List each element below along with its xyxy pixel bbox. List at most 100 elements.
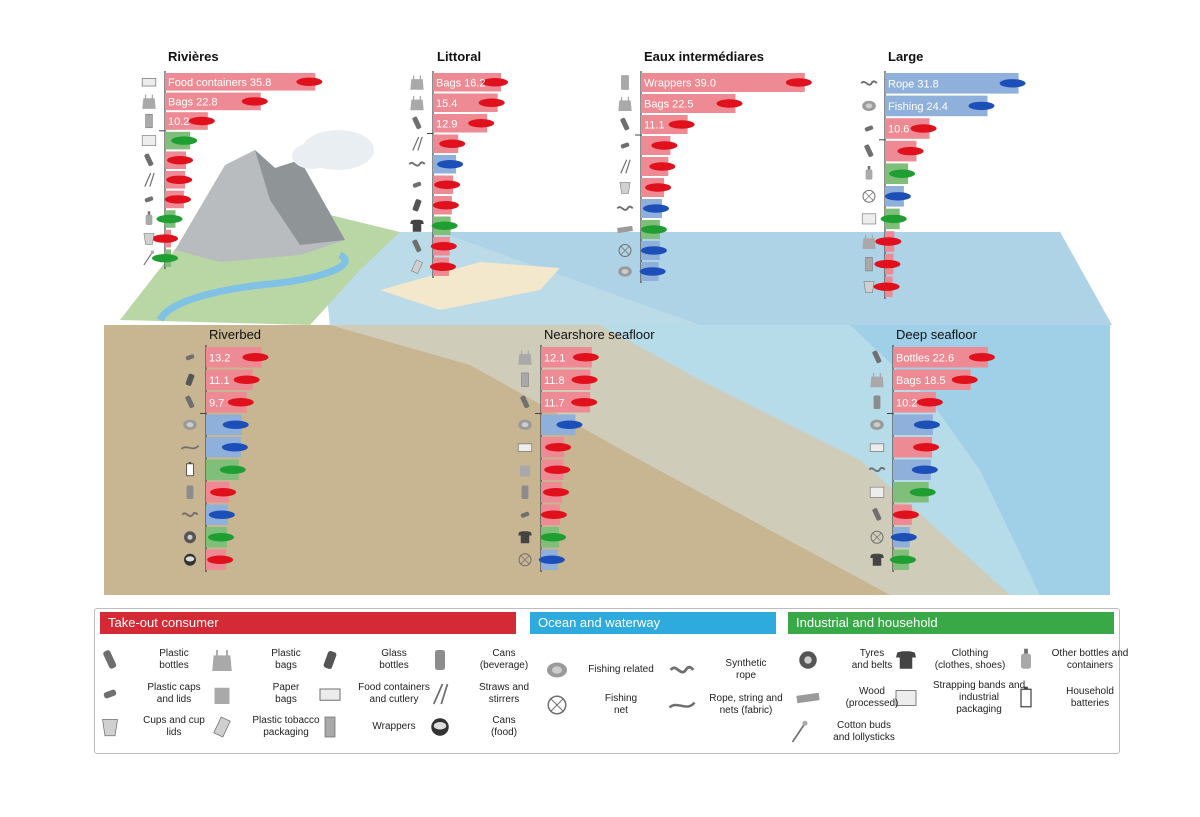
- can-beverage-icon: [873, 395, 881, 410]
- trend-arrow: [219, 465, 246, 474]
- clothing-icon: [410, 219, 424, 232]
- trend-arrow: [889, 555, 916, 564]
- bar-label: Wrappers 39.0: [644, 78, 716, 90]
- legend-item-synthetic-rope: Synthetic rope: [725, 658, 767, 681]
- wrapper-icon: [521, 372, 529, 387]
- bar: [433, 114, 488, 133]
- trend-arrow: [540, 510, 567, 519]
- panel: Deep seafloor Bottles 22.6 Bags 18.5 10.2: [868, 327, 995, 572]
- bar-label: 13.2: [209, 352, 230, 364]
- legend-category-ocean: Ocean and waterway: [530, 612, 776, 634]
- food-container-icon: [141, 78, 157, 87]
- synthetic-rope-icon: [408, 161, 426, 167]
- bar: [893, 347, 988, 368]
- legend-item-food-container: Food containers and cutlery: [358, 682, 430, 705]
- trend-arrow: [156, 214, 183, 224]
- trend-arrow: [571, 398, 598, 407]
- plastic-bottle-icon: [185, 395, 195, 409]
- panel-title: Nearshore seafloor: [544, 327, 655, 342]
- wrapper-icon: [865, 257, 873, 272]
- synthetic-rope-icon: [616, 205, 634, 211]
- panel-title: Riverbed: [209, 327, 261, 342]
- trend-arrow: [910, 124, 937, 133]
- bar: [893, 392, 936, 413]
- bar-label: Bags 22.8: [168, 96, 218, 108]
- trend-arrow: [434, 180, 461, 189]
- panels-layer: Rivières Food containers 35.8 Bags 22.8 10.…: [141, 49, 1026, 572]
- paper-bag-icon: [519, 465, 531, 477]
- fishing-net-icon: [618, 244, 632, 257]
- panel-title: Rivières: [168, 49, 219, 64]
- bar: [165, 73, 316, 91]
- synthetic-rope-icon: [860, 80, 878, 86]
- plastic-bag-icon: [870, 372, 884, 388]
- trend-arrow: [296, 77, 323, 87]
- can-beverage-icon: [186, 485, 194, 500]
- trend-arrow: [207, 555, 234, 564]
- can-beverage-icon: [521, 485, 529, 500]
- fishing-related-icon: [618, 266, 632, 277]
- trend-arrow: [431, 221, 458, 230]
- trend-arrow: [437, 160, 464, 169]
- trend-arrow: [640, 246, 667, 255]
- legend-item-wrapper: Wrappers: [372, 721, 416, 732]
- trend-arrow: [889, 169, 916, 178]
- other-bottle-icon: [145, 211, 153, 225]
- panel: Rivières Food containers 35.8 Bags 22.8 10.…: [141, 49, 323, 269]
- bar: [885, 73, 1019, 94]
- bar-label: Bags 18.5: [896, 375, 946, 387]
- fishing-related-icon: [183, 419, 197, 430]
- trend-arrow: [884, 192, 911, 201]
- trend-arrow: [645, 183, 672, 192]
- trend-arrow: [227, 398, 254, 407]
- bar-label: 12.9: [436, 118, 457, 130]
- panel: Large Rope 31.8 Fishing 24.4 10.6: [860, 49, 1026, 299]
- trend-arrow: [951, 375, 978, 384]
- trend-arrow: [651, 141, 678, 150]
- plastic-bag-icon: [410, 75, 424, 90]
- glass-bottle-icon: [412, 199, 422, 212]
- legend-item-household-battery: Household batteries: [1066, 686, 1114, 709]
- legend-category-industrial: Industrial and household: [788, 612, 1114, 634]
- legend-item-plastic-bag: Plastic bags: [271, 648, 301, 671]
- trend-arrow: [875, 237, 902, 246]
- trend-arrow: [222, 420, 249, 429]
- strapping-band-icon: [141, 135, 157, 146]
- food-container-icon: [517, 443, 533, 452]
- trend-arrow: [171, 136, 198, 145]
- trend-arrow: [210, 488, 237, 497]
- legend-item-plastic-bottle: Plastic bottles: [159, 648, 189, 671]
- fishing-net-icon: [518, 553, 532, 567]
- trend-arrow: [911, 465, 938, 474]
- trend-arrow: [916, 398, 943, 407]
- bar: [206, 347, 262, 368]
- trend-arrow: [242, 353, 269, 362]
- plastic-bottle-icon: [872, 508, 882, 521]
- bar-label: Bags 22.5: [644, 99, 694, 111]
- clothing-icon: [870, 553, 884, 566]
- bar: [893, 437, 933, 458]
- straw-icon: [620, 159, 631, 174]
- legend-item-fishing-related: Fishing related: [588, 664, 654, 675]
- fishing-net-icon: [862, 189, 876, 203]
- bar: [885, 95, 988, 117]
- legend-item-tyre: Tyres and belts: [851, 648, 893, 671]
- bar: [165, 92, 261, 111]
- bar: [206, 392, 247, 413]
- plastic-cap-icon: [412, 181, 422, 188]
- straw-icon: [144, 172, 155, 187]
- trend-arrow: [639, 267, 666, 276]
- legend-item-can-beverage: Cans (beverage): [479, 648, 529, 671]
- plastic-bag-icon: [862, 234, 876, 249]
- trend-arrow: [164, 195, 191, 204]
- panel: Nearshore seafloor 12.1 11.8 11.7: [517, 327, 655, 572]
- trend-arrow: [873, 282, 900, 291]
- legend-item-wood: Wood (processed): [845, 686, 899, 709]
- bar-label: Bottles 22.6: [896, 352, 954, 364]
- open-sea: [440, 232, 1112, 325]
- plastic-bottle-icon: [872, 350, 882, 364]
- bar: [641, 115, 688, 134]
- panel-title: Large: [888, 49, 923, 64]
- other-bottle-icon: [865, 166, 873, 180]
